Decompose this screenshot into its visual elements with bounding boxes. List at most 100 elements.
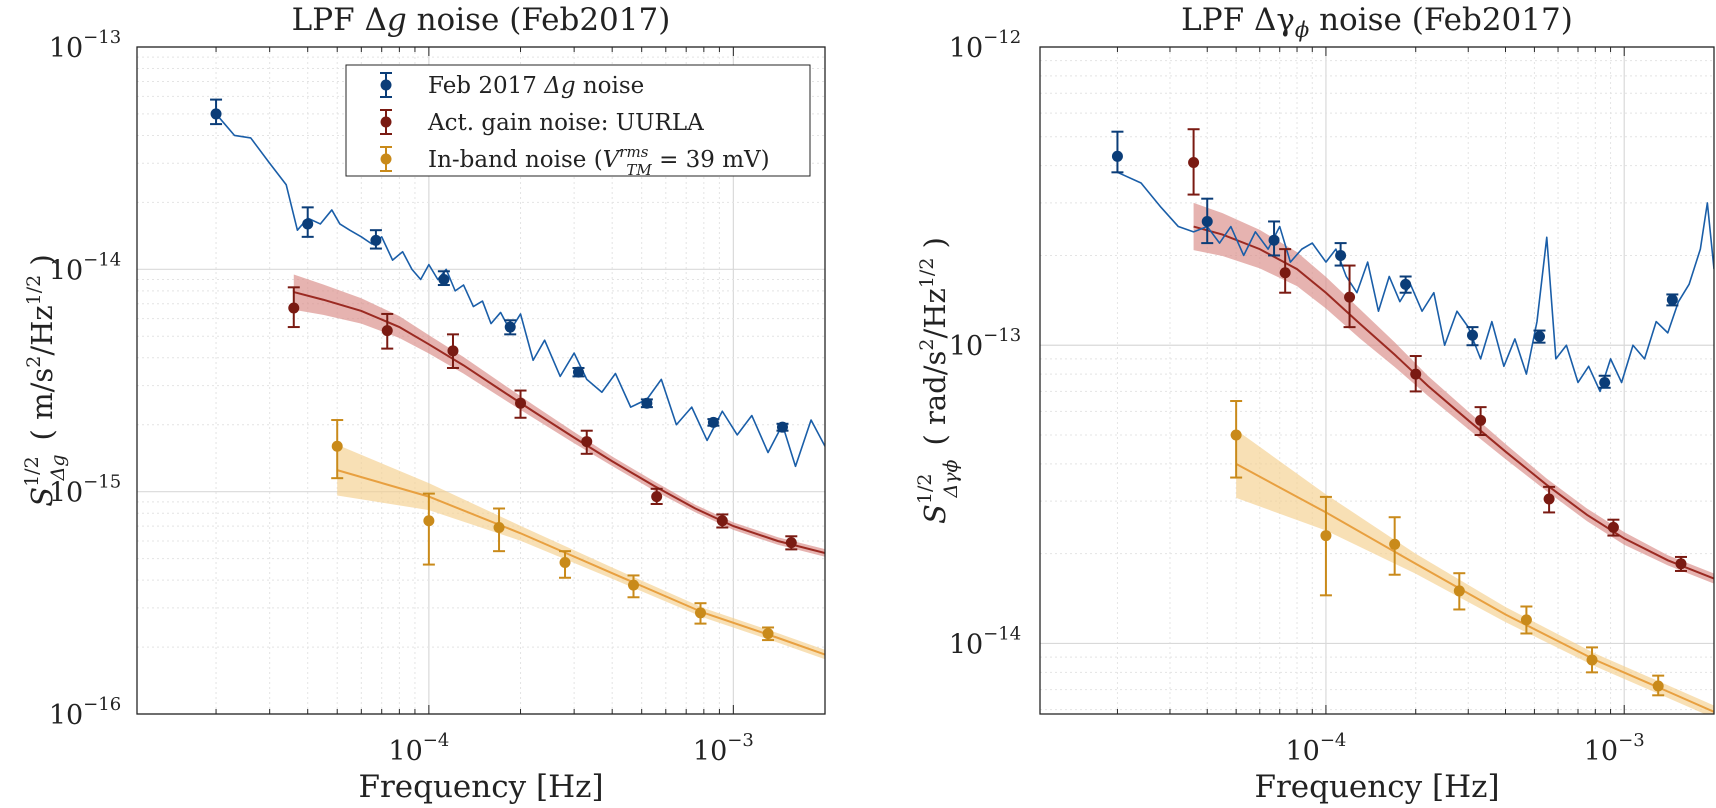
y-label-units: /Hz	[918, 288, 952, 338]
y-tick-label: 10−16	[49, 694, 121, 731]
x-tick-base: 10	[388, 736, 422, 767]
axes-box	[136, 46, 826, 715]
y-tick-exponent: −15	[83, 472, 121, 493]
y-tick-exponent: −16	[83, 694, 121, 715]
data-point	[331, 440, 343, 452]
legend-text-part: noise	[576, 73, 645, 99]
chart-title-part: noise (Feb2017)	[1309, 2, 1573, 38]
legend-marker	[380, 116, 392, 128]
data-point	[651, 491, 663, 503]
legend-text-sub: TM	[626, 161, 652, 179]
y-label-symbol: S	[918, 504, 952, 524]
data-point	[1520, 614, 1532, 626]
series-1	[210, 98, 789, 433]
data-point	[1652, 680, 1664, 692]
legend-entry: In-band noise (Vrms TM = 39 mV)	[428, 143, 770, 179]
data-point	[1389, 538, 1401, 550]
y-label-superscript: 1/2	[914, 474, 936, 505]
data-point	[1607, 521, 1619, 533]
data-point	[716, 515, 728, 527]
y-tick-exponent: −14	[83, 249, 121, 270]
data-point	[1268, 234, 1280, 246]
legend-text-part: Feb 2017	[428, 73, 544, 99]
x-tick-base: 10	[693, 736, 727, 767]
legend-text-part: Act. gain noise: UURLA	[427, 110, 704, 136]
legend-box	[345, 64, 811, 177]
chart-title-part: LPF	[1181, 2, 1254, 38]
y-axis-label: S1/2 Δγϕ( rad/s2/Hz1/2 )	[914, 237, 962, 524]
legend-text-part: = 39 mV)	[652, 147, 770, 173]
y-tick-base: 10	[49, 255, 83, 286]
chart-title-part: LPF	[292, 2, 365, 38]
chart-title-part: Δ	[364, 2, 386, 38]
y-label-units-exp: 2	[916, 338, 938, 350]
y-tick-exponent: −13	[83, 27, 121, 48]
chart-title-part: noise (Feb2017)	[407, 2, 671, 38]
y-label-units: /Hz	[25, 305, 59, 355]
data-point	[1400, 278, 1412, 290]
legend-entry: Feb 2017 Δg noise	[428, 73, 644, 99]
chart-title-part: g	[387, 2, 407, 38]
y-tick-label: 10−13	[49, 27, 121, 64]
legend-entry: Act. gain noise: UURLA	[427, 110, 704, 136]
data-point	[493, 521, 505, 533]
plot-area	[210, 98, 825, 660]
x-tick-label: 10−4	[1285, 730, 1346, 767]
x-axis-label: Frequency [Hz]	[358, 769, 603, 805]
data-point	[776, 421, 788, 433]
x-tick-exponent: −3	[727, 730, 754, 751]
y-tick-base: 10	[49, 478, 83, 509]
series-2	[1187, 128, 1687, 572]
legend: Feb 2017 Δg noise Act. gain noise: UURLA I…	[345, 64, 811, 179]
data-point	[438, 274, 450, 286]
data-point	[370, 234, 382, 246]
fit-band-2	[1236, 429, 1714, 714]
chart-title: LPF Δγϕ noise (Feb2017)	[1181, 2, 1573, 42]
y-tick-label: 10−12	[949, 27, 1021, 64]
data-point	[559, 557, 571, 569]
y-tick-label: 10−15	[49, 472, 121, 509]
data-point	[1543, 493, 1555, 505]
data-point	[1410, 368, 1422, 380]
data-point	[1675, 558, 1687, 570]
x-tick-base: 10	[1584, 736, 1618, 767]
legend-text-sup: rms	[619, 143, 648, 161]
data-point	[1335, 249, 1347, 261]
data-point	[785, 537, 797, 549]
data-point	[447, 345, 459, 357]
legend-marker	[380, 79, 392, 91]
series-3	[331, 419, 775, 642]
data-point	[504, 321, 516, 333]
y-label-superscript: 1/2	[21, 456, 43, 487]
fit-band-2	[337, 444, 825, 660]
y-tick-base: 10	[949, 629, 983, 660]
y-label-units-end: )	[918, 237, 952, 258]
data-point	[1453, 585, 1465, 597]
y-label-units: ( rad/s	[918, 351, 952, 446]
y-label-subscript: Δγϕ	[940, 459, 962, 498]
data-point	[1320, 530, 1332, 542]
y-label-units-end: )	[25, 254, 59, 275]
fit-band-1	[293, 274, 825, 557]
y-tick-exponent: −13	[983, 325, 1021, 346]
psd-line	[1117, 171, 1714, 393]
y-tick-exponent: −12	[983, 27, 1021, 48]
data-point	[302, 218, 314, 230]
y-tick-label: 10−13	[949, 325, 1021, 362]
data-point	[694, 607, 706, 619]
data-point	[288, 302, 300, 314]
x-tick-exponent: −4	[423, 730, 450, 751]
axes-box	[1039, 46, 1715, 715]
y-label-subscript: Δg	[47, 454, 69, 481]
data-point	[1230, 429, 1242, 441]
chart-title-part: Δγ	[1254, 2, 1295, 38]
y-label-units-exp: 2	[23, 356, 45, 368]
x-tick-label: 10−4	[388, 730, 449, 767]
chart-title-part: ϕ	[1295, 18, 1309, 42]
data-point	[1533, 330, 1545, 342]
y-axis-label: S1/2 Δg( m/s2/Hz1/2 )	[21, 254, 69, 507]
data-point	[381, 325, 393, 337]
